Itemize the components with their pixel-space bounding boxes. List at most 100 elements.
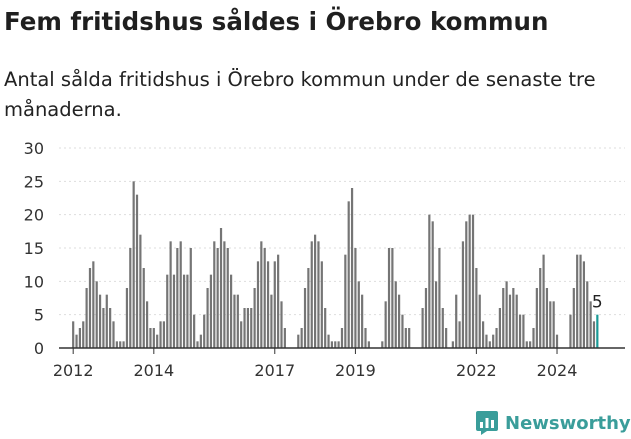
chart-subtitle: Antal sålda fritidshus i Örebro kommun u…	[4, 68, 596, 121]
bar	[350, 188, 354, 348]
bar	[253, 288, 256, 348]
bar	[122, 341, 125, 348]
bar	[488, 341, 491, 348]
bar	[182, 274, 186, 348]
bar	[495, 328, 498, 348]
bar	[549, 301, 552, 348]
chart-title: Fem fritidshus såldes i Örebro kommun	[4, 7, 549, 36]
bar	[478, 294, 481, 348]
x-tick-label: 2024	[537, 361, 578, 380]
bar	[529, 341, 532, 348]
bar	[233, 294, 236, 348]
bar	[132, 181, 135, 348]
bar	[455, 294, 458, 348]
bar	[569, 314, 572, 348]
bar	[142, 268, 145, 348]
bar	[434, 281, 438, 348]
bar	[582, 261, 585, 348]
bar	[539, 268, 542, 348]
bar	[226, 248, 229, 348]
bar	[589, 301, 592, 348]
bar	[398, 294, 401, 348]
y-tick-label: 30	[24, 139, 44, 158]
bar	[391, 248, 394, 348]
bar	[307, 268, 310, 348]
bar	[579, 254, 582, 348]
bar	[216, 248, 219, 348]
bar	[502, 288, 505, 348]
bar	[102, 308, 105, 348]
bar	[471, 214, 475, 348]
bar	[475, 268, 478, 348]
bar	[300, 328, 303, 348]
y-tick-label: 25	[24, 172, 44, 191]
bar	[505, 281, 508, 348]
bar	[441, 308, 444, 348]
bar	[545, 288, 549, 348]
bar	[498, 308, 501, 348]
bar	[186, 274, 189, 348]
bar	[340, 328, 344, 348]
bar	[492, 334, 495, 348]
bar	[518, 314, 522, 348]
bar	[317, 241, 320, 348]
y-tick-label: 0	[34, 339, 44, 358]
bar	[169, 241, 172, 348]
bar	[387, 248, 391, 348]
bar	[451, 341, 454, 348]
bar	[115, 341, 118, 348]
bar	[555, 334, 559, 348]
bar	[404, 328, 407, 348]
bar	[367, 341, 370, 348]
bar	[92, 261, 95, 348]
bar	[95, 281, 98, 348]
bar	[223, 241, 226, 348]
bar	[421, 308, 424, 348]
bar	[78, 328, 81, 348]
bar	[408, 328, 411, 348]
bar-chart: 0 5 10 15 20 25 30 2012 2014 2017 2019 2022 2024 5	[24, 139, 625, 380]
bar	[428, 214, 431, 348]
bar	[344, 254, 347, 348]
bar	[129, 248, 132, 348]
bar	[572, 288, 575, 348]
bar	[552, 301, 555, 348]
x-tick-label: 2014	[133, 361, 174, 380]
y-tick-label: 10	[24, 272, 44, 291]
bar	[156, 334, 159, 348]
bar	[327, 334, 330, 348]
bar	[330, 341, 333, 348]
bar	[152, 328, 155, 348]
bar	[576, 254, 579, 348]
bar	[72, 321, 75, 348]
bar	[297, 334, 300, 348]
bar	[166, 274, 169, 348]
bar	[176, 248, 179, 348]
bar	[98, 294, 102, 348]
bar	[347, 201, 350, 348]
bar	[384, 301, 387, 348]
bar	[586, 281, 589, 348]
bar	[75, 334, 78, 348]
bar	[337, 341, 340, 348]
bar	[461, 241, 465, 348]
bar	[109, 308, 112, 348]
bar	[310, 241, 313, 348]
bar	[149, 328, 152, 348]
bar	[236, 294, 239, 348]
bar	[82, 321, 85, 348]
bar	[394, 281, 397, 348]
bar	[592, 321, 596, 348]
x-tick-label: 2022	[456, 361, 497, 380]
bar	[256, 261, 260, 348]
y-tick-label: 5	[34, 306, 44, 325]
bar	[525, 341, 528, 348]
bar	[515, 294, 518, 348]
newsworthy-brand: Newsworthy	[475, 407, 631, 439]
bar	[263, 248, 266, 348]
bar	[139, 234, 142, 348]
bar	[230, 274, 233, 348]
bar	[512, 288, 515, 348]
bar	[219, 228, 223, 348]
bar	[260, 241, 263, 348]
